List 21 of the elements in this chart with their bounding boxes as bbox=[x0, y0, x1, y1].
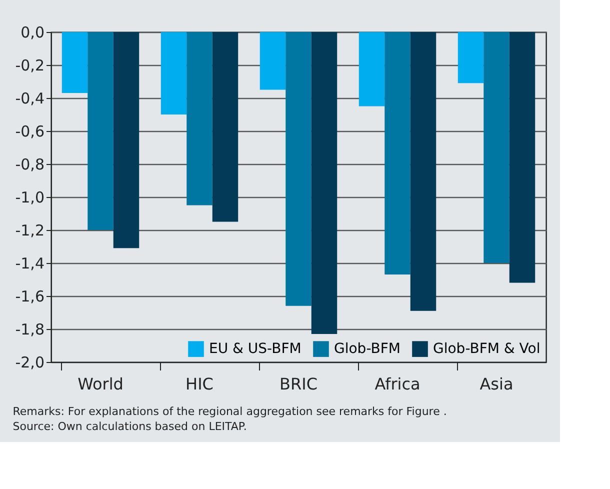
y-tick-label: -1,2 bbox=[15, 222, 44, 240]
legend-label: Glob-BFM & Vol bbox=[433, 341, 540, 358]
y-tick-label: -0,2 bbox=[15, 56, 44, 74]
source-note: Source: Own calculations based on LEITAP. bbox=[12, 420, 247, 433]
y-tick-label: -0,6 bbox=[15, 122, 44, 140]
legend-label: EU & US-BFM bbox=[209, 341, 302, 358]
y-tick-label: 0,0 bbox=[20, 24, 44, 42]
legend-label: Glob-BFM bbox=[334, 341, 400, 358]
x-tick-label: HIC bbox=[186, 374, 214, 394]
y-tick-label: -2,0 bbox=[15, 354, 44, 372]
x-tick-label: Asia bbox=[480, 374, 514, 394]
y-tick-label: -0,4 bbox=[15, 90, 44, 108]
y-tick-label: -0,8 bbox=[15, 156, 44, 174]
y-tick-label: -1,6 bbox=[15, 288, 44, 306]
x-tick-label: BRIC bbox=[280, 374, 318, 394]
x-tick-label: World bbox=[78, 374, 124, 394]
y-tick-label: -1,0 bbox=[15, 188, 44, 206]
text: Remarks: For explanations of the regional aggregation see remarks for Figure . bbox=[12, 405, 447, 418]
y-tick-label: -1,4 bbox=[15, 254, 44, 272]
y-tick-label: -1,8 bbox=[15, 320, 44, 338]
x-tick-label: Africa bbox=[374, 374, 420, 394]
